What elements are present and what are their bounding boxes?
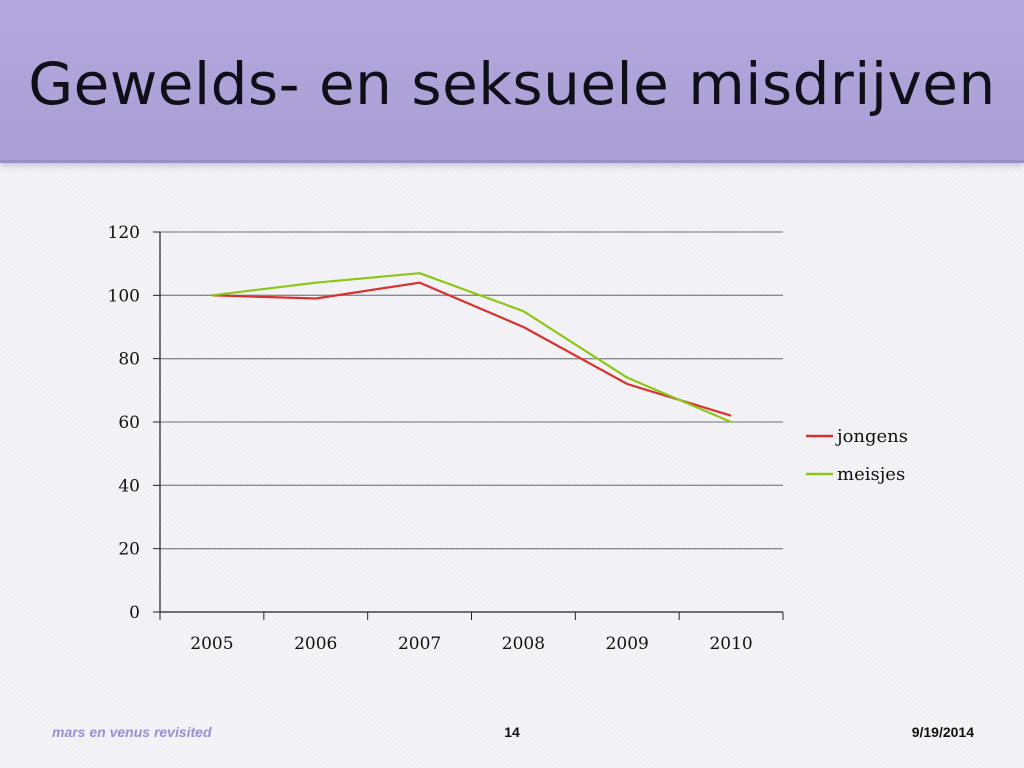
series-line-meisjes	[211, 272, 732, 424]
x-tick-label: 2009	[606, 634, 649, 654]
x-tick-label: 2007	[398, 634, 441, 654]
footer-presentation-name: mars en venus revisited	[52, 724, 212, 740]
y-tick-label: 0	[129, 603, 140, 623]
line-chart: 0 20 40 60 80 100 120 2005 2006 2007 2008 2009 2010 j…	[108, 223, 908, 654]
y-tick-label: 20	[118, 540, 140, 560]
y-tick-label: 100	[108, 286, 140, 306]
footer-date: 9/19/2014	[911, 724, 974, 740]
slide-title: Gewelds- en seksuele misdrijven	[28, 50, 996, 118]
legend-label-meisjes: meisjes	[837, 464, 905, 485]
y-tick-label: 40	[118, 476, 140, 496]
footer-page-number: 14	[504, 724, 520, 740]
legend-label-jongens: jongens	[835, 426, 908, 447]
y-tick-label: 80	[118, 350, 140, 370]
series-line-jongens	[211, 281, 732, 417]
x-tick-label: 2006	[294, 634, 337, 654]
x-tick-label: 2010	[709, 634, 752, 654]
title-band	[0, 0, 1024, 163]
y-tick-label: 60	[118, 413, 140, 433]
x-tick-label: 2005	[190, 634, 233, 654]
x-tick-label: 2008	[502, 634, 545, 654]
y-tick-label: 120	[108, 223, 140, 243]
